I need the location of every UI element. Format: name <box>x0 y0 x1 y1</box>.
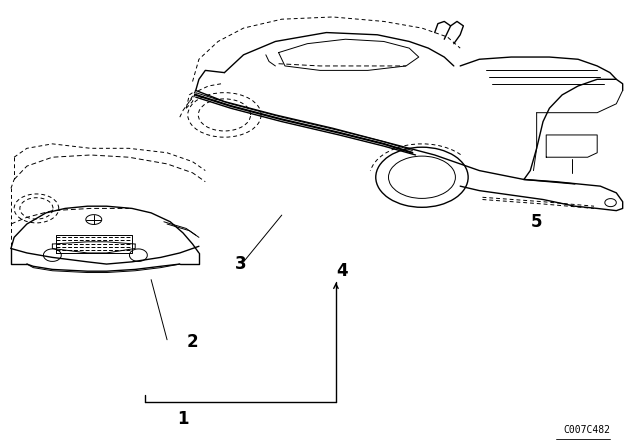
Text: 1: 1 <box>177 410 189 428</box>
Text: 2: 2 <box>187 333 198 351</box>
Text: 4: 4 <box>337 262 348 280</box>
Text: C007C482: C007C482 <box>563 426 610 435</box>
Text: 3: 3 <box>234 255 246 273</box>
Text: 5: 5 <box>531 213 543 231</box>
